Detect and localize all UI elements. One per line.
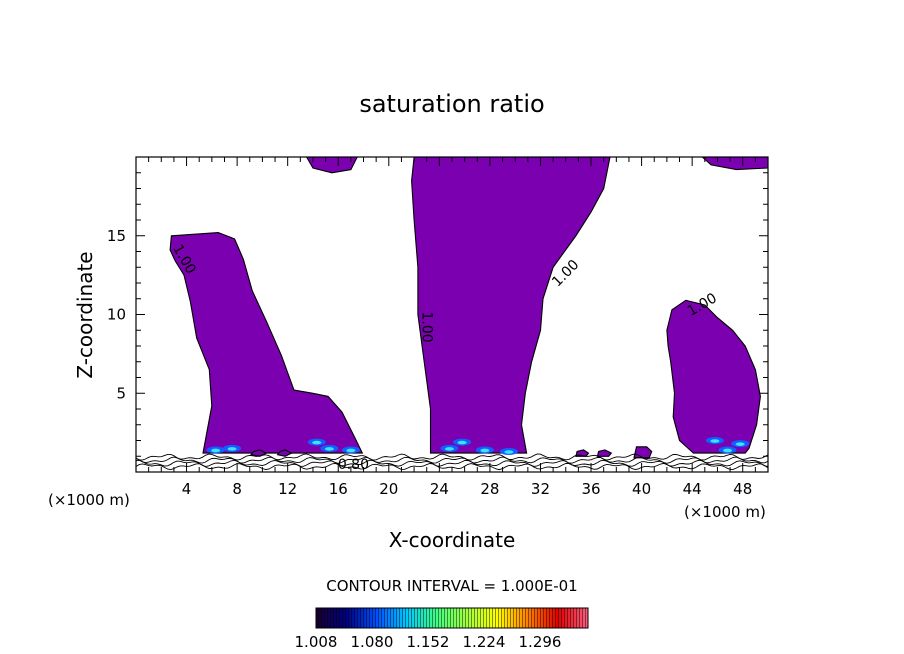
hotspot-inner [710, 439, 720, 443]
contour-label: 0.80 [338, 457, 369, 473]
y-axis-label: Z-coordinate [73, 251, 97, 378]
x-axis-ticks: 4 8 12 16 20 24 28 32 36 40 44 48 [148, 157, 756, 498]
x-tick-label: 32 [531, 480, 550, 498]
x-tick-label: 44 [683, 480, 702, 498]
contour-interval: CONTOUR INTERVAL = 1.000E-01 [326, 577, 577, 595]
hotspot-inner [227, 447, 237, 451]
hotspot-inner [735, 442, 745, 446]
x-tick-label: 8 [232, 480, 242, 498]
region-blob-11 [276, 449, 293, 457]
contour-label: 1.00 [419, 312, 435, 343]
hotspot-inner [324, 447, 334, 451]
hotspot-inner [723, 448, 733, 453]
chart-title: saturation ratio [359, 90, 544, 118]
region-cloud-center [411, 157, 611, 454]
region-blob-40 [633, 446, 653, 459]
x-tick-label: 40 [632, 480, 651, 498]
region-cloud-left [169, 232, 364, 454]
hotspot-inner [480, 448, 490, 453]
colorbar-tick-label: 1.152 [407, 633, 450, 651]
hotspot-inner [504, 450, 514, 454]
y-tick-label: 10 [107, 306, 126, 324]
y-tick-label: 5 [116, 384, 126, 402]
hotspot-inner [444, 447, 454, 451]
x-tick-label: 28 [480, 480, 499, 498]
x-tick-label: 12 [278, 480, 297, 498]
x-tick-label: 48 [733, 480, 752, 498]
region-blob-36 [596, 449, 613, 457]
x-unit-left: (×1000 m) [48, 491, 130, 509]
region-top-cap-left [305, 157, 358, 174]
colorbar-tick-label: 1.224 [463, 633, 506, 651]
region-top-cap-right [701, 157, 768, 171]
x-tick-label: 36 [581, 480, 600, 498]
x-tick-label: 4 [182, 480, 192, 498]
hotspot-inner [211, 448, 221, 453]
hotspot-inner [457, 440, 467, 445]
saturation-regions [169, 157, 768, 459]
colorbar-frame [315, 607, 589, 629]
hotspot-inner [346, 448, 356, 453]
colorbar-tick-label: 1.008 [295, 633, 338, 651]
colorbar-tick-label: 1.080 [351, 633, 394, 651]
colorbar-ticks: 1.008 1.080 1.152 1.224 1.296 [295, 633, 562, 651]
region-cloud-right [666, 299, 761, 454]
x-unit-right: (×1000 m) [684, 503, 766, 521]
x-axis-label: X-coordinate [389, 528, 516, 552]
x-tick-label: 16 [329, 480, 348, 498]
y-axis-ticks: 5 10 15 [107, 172, 768, 457]
colorbar-tick-label: 1.296 [519, 633, 562, 651]
surface-contour-line [136, 456, 768, 464]
y-tick-label: 15 [107, 227, 126, 245]
surface-contour-line [136, 453, 768, 461]
colorbar-stripes [316, 608, 588, 628]
x-tick-label: 20 [379, 480, 398, 498]
high-saturation-spots [206, 437, 750, 456]
x-tick-label: 24 [430, 480, 449, 498]
hotspot-inner [312, 440, 322, 445]
